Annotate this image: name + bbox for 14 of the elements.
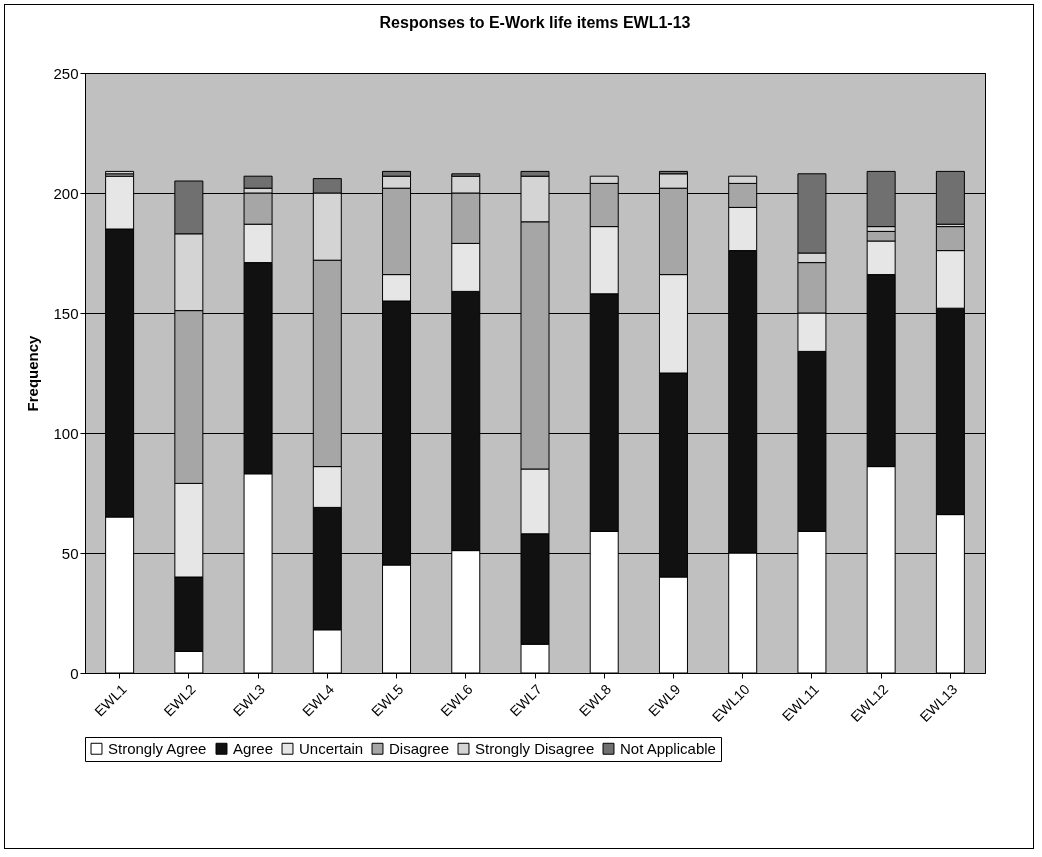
legend-label: Not Applicable bbox=[620, 739, 716, 757]
y-axis-title: Frequency bbox=[24, 334, 42, 412]
y-tick-label: 0 bbox=[70, 664, 79, 682]
legend-label: Agree bbox=[233, 739, 274, 757]
y-tick-label: 250 bbox=[53, 64, 79, 82]
legend-label: Strongly Agree bbox=[108, 739, 207, 757]
legend-label: Disagree bbox=[389, 739, 450, 757]
legend-label: Uncertain bbox=[299, 739, 364, 757]
y-tick-label: 150 bbox=[53, 304, 79, 322]
y-tick-label: 200 bbox=[53, 184, 79, 202]
legend-label: Strongly Disagree bbox=[475, 739, 595, 757]
y-tick-label: 50 bbox=[61, 544, 79, 562]
chart-title: Responses to E-Work life items EWL1-13 bbox=[379, 14, 691, 31]
y-tick-label: 100 bbox=[53, 424, 79, 442]
